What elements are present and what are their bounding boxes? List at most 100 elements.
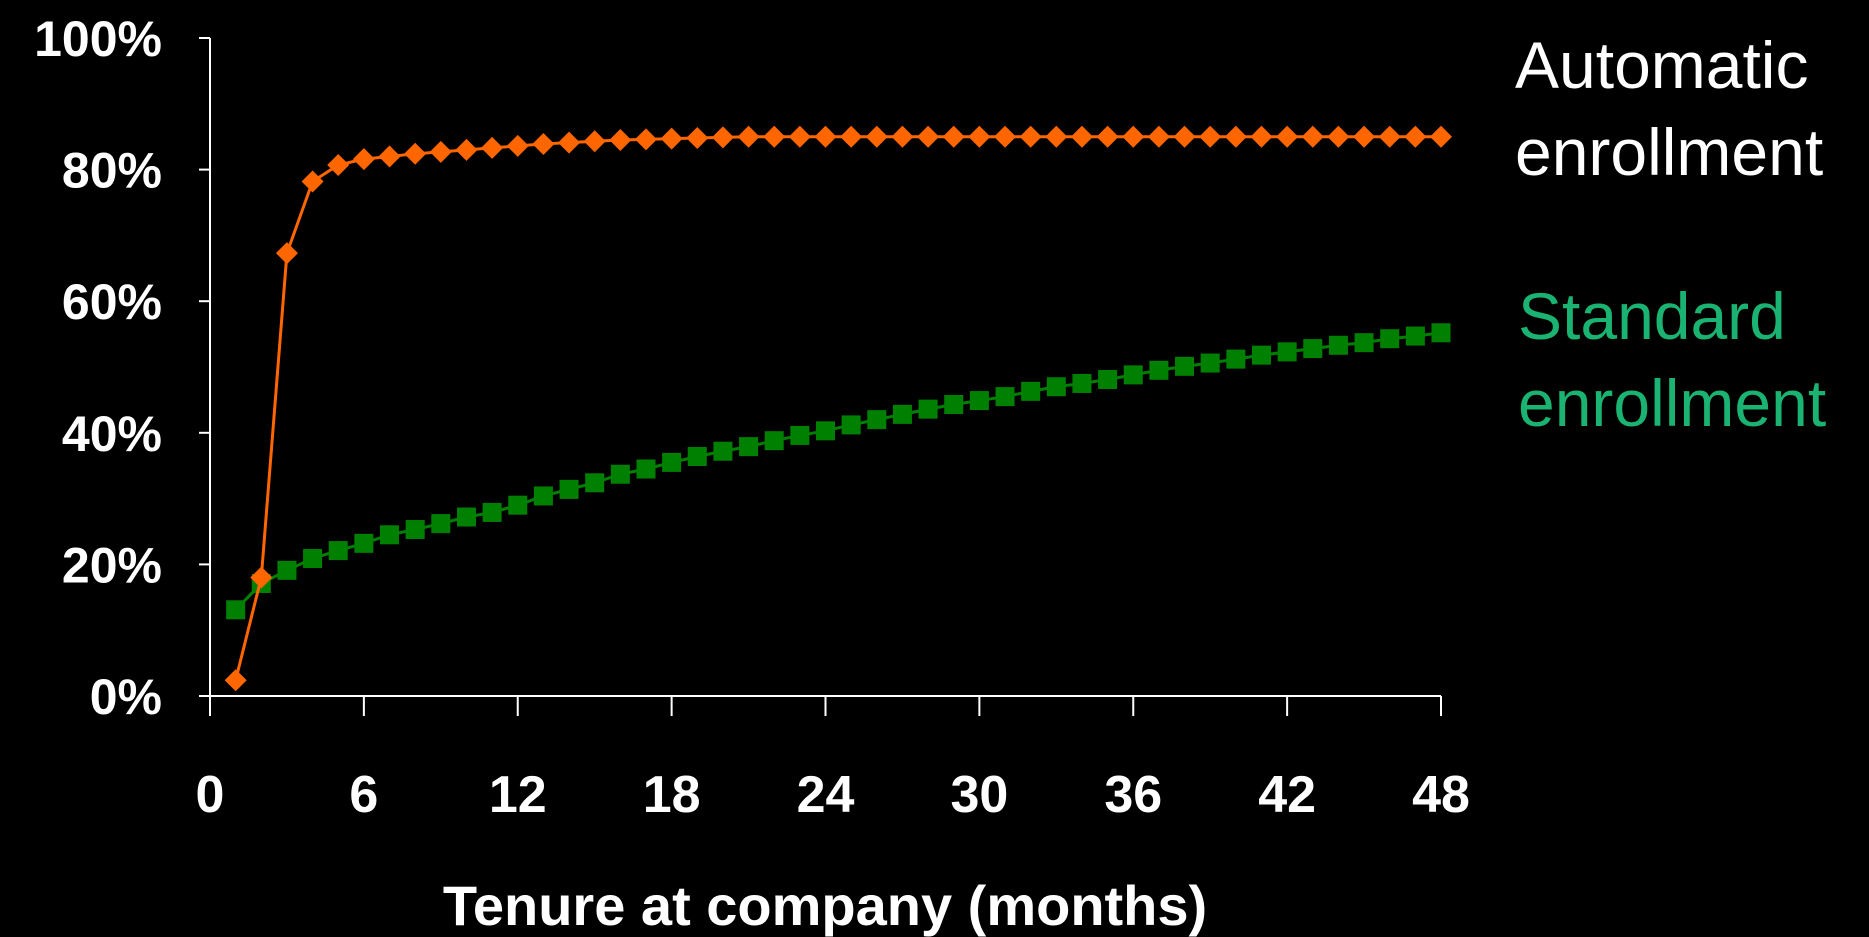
x-tick-labels: 0 6 12 18 24 30 36 42 48	[196, 766, 1470, 824]
series-1	[226, 323, 1451, 620]
data-point	[995, 387, 1015, 407]
data-point	[609, 128, 632, 151]
data-point	[250, 566, 273, 589]
data-point	[1046, 377, 1066, 397]
data-point	[737, 125, 760, 148]
data-point	[739, 437, 759, 457]
data-point	[429, 140, 452, 163]
data-point	[610, 464, 630, 484]
data-point	[1354, 333, 1374, 353]
data-point	[1404, 125, 1427, 148]
data-point	[1276, 125, 1299, 148]
data-point	[354, 533, 374, 553]
data-point	[224, 669, 247, 692]
data-point	[944, 395, 964, 415]
data-point	[532, 132, 555, 155]
x-tick-label: 18	[643, 766, 701, 824]
data-point	[533, 486, 553, 506]
data-point	[352, 148, 375, 171]
data-point	[301, 170, 324, 193]
x-tick-label: 30	[950, 766, 1008, 824]
data-point	[763, 125, 786, 148]
series-0	[224, 125, 1452, 692]
data-point	[1070, 125, 1093, 148]
x-tick-label: 6	[349, 766, 378, 824]
data-point	[585, 473, 605, 493]
data-point	[508, 495, 528, 515]
data-point	[1173, 125, 1196, 148]
series-line	[234, 331, 1442, 611]
data-point	[558, 131, 581, 154]
series-label: enrollment	[1518, 366, 1826, 440]
data-point	[1147, 125, 1170, 148]
data-point	[942, 125, 965, 148]
data-point	[506, 134, 529, 157]
x-tick-label: 48	[1412, 766, 1470, 824]
data-point	[1431, 323, 1451, 343]
data-point	[1072, 373, 1092, 393]
data-point	[481, 136, 504, 159]
data-point	[1199, 125, 1222, 148]
data-point	[1303, 339, 1323, 359]
series-labels: Automatic enrollment Standard enrollment	[1515, 28, 1826, 440]
x-tick-label: 12	[489, 766, 547, 824]
data-point	[275, 242, 298, 265]
data-point	[686, 127, 709, 150]
y-tick-labels: 0% 20% 40% 60% 80% 100%	[34, 11, 162, 725]
data-point	[455, 138, 478, 161]
data-point	[636, 459, 656, 479]
data-point	[788, 125, 811, 148]
y-tick-label: 0%	[90, 669, 162, 725]
data-point	[816, 421, 835, 441]
data-point	[1045, 125, 1068, 148]
data-point	[404, 142, 427, 165]
y-tick-label: 60%	[62, 274, 162, 330]
x-tick-label: 24	[797, 766, 855, 824]
data-point	[482, 502, 502, 522]
data-point	[1122, 125, 1145, 148]
series-label: Automatic	[1515, 28, 1808, 102]
series-line	[234, 135, 1441, 681]
y-tick-label: 80%	[62, 143, 162, 199]
data-point	[892, 404, 912, 424]
x-axis-label: Tenure at company (months)	[443, 874, 1207, 937]
data-point	[1098, 370, 1118, 390]
data-point	[1149, 360, 1169, 380]
data-point	[840, 125, 863, 148]
data-point	[1019, 125, 1042, 148]
data-point	[380, 525, 400, 545]
y-tick-label: 20%	[62, 537, 162, 593]
series-label: Standard	[1518, 279, 1786, 353]
data-point	[660, 127, 683, 150]
data-point	[918, 399, 938, 419]
chart-axes	[199, 37, 1442, 716]
data-point	[1380, 329, 1400, 349]
data-point	[277, 560, 297, 580]
data-point	[1301, 125, 1324, 148]
data-point	[583, 130, 606, 153]
data-point	[1175, 356, 1195, 376]
data-point	[1226, 349, 1246, 369]
data-point	[790, 425, 810, 445]
data-point	[1200, 353, 1220, 373]
data-point	[1277, 342, 1297, 362]
series-layer	[224, 125, 1452, 692]
data-point	[303, 548, 323, 568]
data-point	[662, 452, 682, 472]
data-point	[1096, 125, 1119, 148]
data-point	[764, 431, 784, 451]
data-point	[378, 145, 401, 168]
data-point	[891, 125, 914, 148]
data-point	[687, 446, 707, 466]
data-point	[865, 125, 888, 148]
y-tick-label: 100%	[34, 11, 162, 67]
data-point	[917, 125, 940, 148]
y-tick-label: 40%	[62, 406, 162, 462]
data-point	[328, 541, 348, 561]
data-point	[405, 520, 425, 540]
data-point	[1328, 335, 1348, 355]
data-point	[994, 125, 1017, 148]
data-point	[1251, 345, 1271, 365]
data-point	[456, 507, 476, 527]
